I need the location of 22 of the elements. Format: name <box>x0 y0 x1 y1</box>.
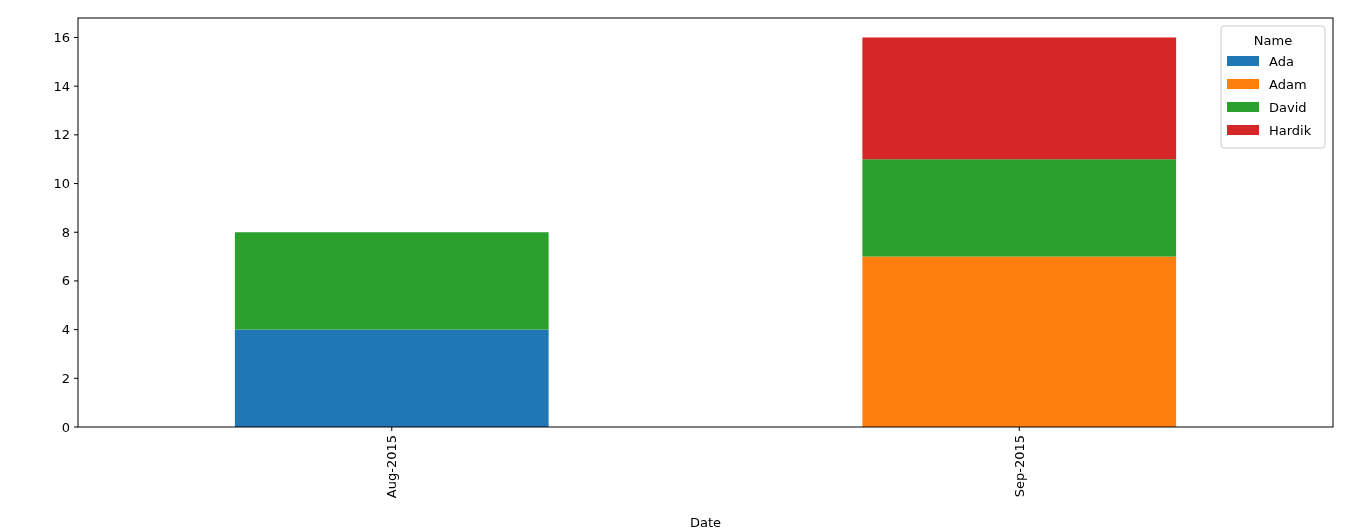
y-tick-label: 8 <box>61 224 70 240</box>
y-tick-label: 4 <box>61 322 70 338</box>
y-tick-label: 0 <box>61 419 70 435</box>
y-tick-label: 12 <box>53 127 70 143</box>
legend-label: Ada <box>1269 54 1294 69</box>
legend-title: Name <box>1253 33 1293 48</box>
y-tick-label: 10 <box>53 176 70 192</box>
legend-label: Hardik <box>1269 123 1312 138</box>
bar <box>862 159 1177 257</box>
x-tick-label: Aug-2015 <box>384 435 400 499</box>
bar <box>234 232 549 330</box>
y-tick-label: 2 <box>61 370 70 386</box>
y-tick-label: 16 <box>53 30 70 46</box>
legend-label: Adam <box>1269 77 1307 92</box>
x-axis-title: Date <box>689 515 722 530</box>
bar <box>862 37 1177 160</box>
y-tick-label: 14 <box>53 78 70 94</box>
legend-label: David <box>1269 100 1307 115</box>
y-tick-label: 6 <box>61 273 70 289</box>
bar <box>234 329 549 427</box>
bar <box>862 256 1177 427</box>
x-tick-label: Sep-2015 <box>1011 435 1027 498</box>
